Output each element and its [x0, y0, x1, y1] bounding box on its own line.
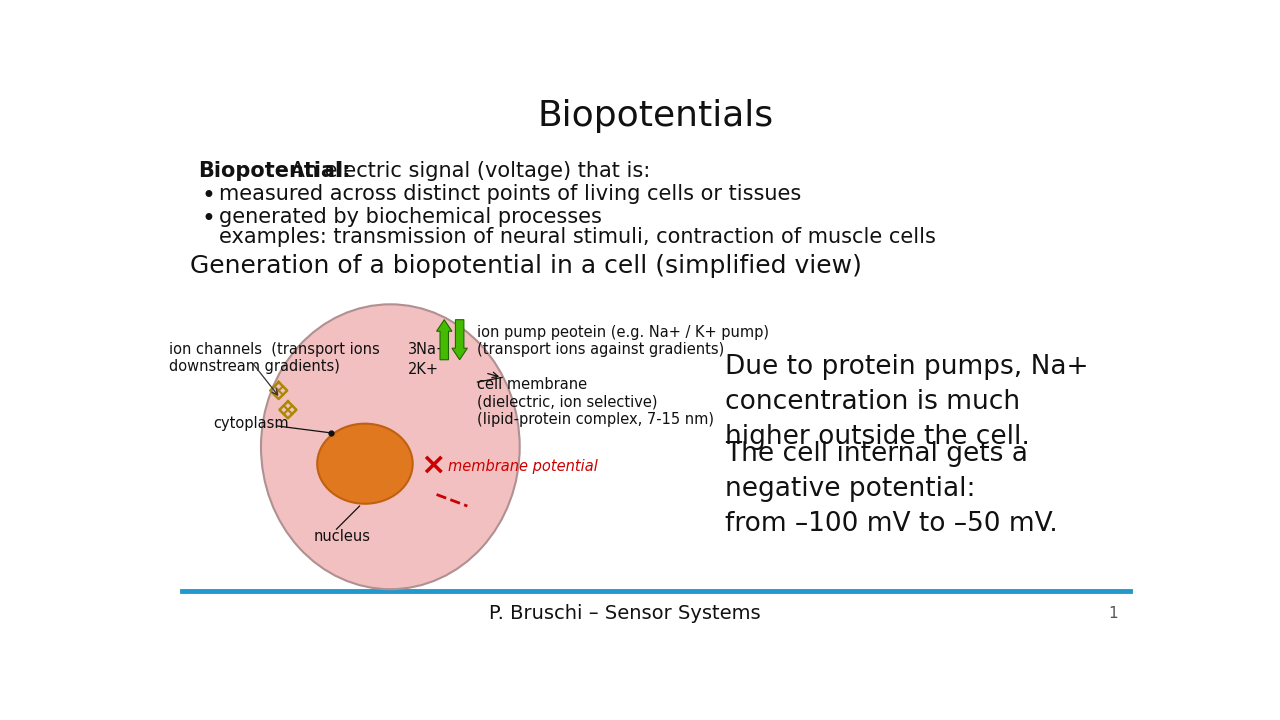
Text: •: • — [202, 207, 215, 231]
Text: 1: 1 — [1108, 606, 1117, 621]
Text: Due to protein pumps, Na+
concentration is much
higher outside the cell.: Due to protein pumps, Na+ concentration … — [726, 354, 1089, 450]
Text: nucleus: nucleus — [314, 529, 370, 544]
Ellipse shape — [261, 305, 520, 589]
Text: examples: transmission of neural stimuli, contraction of muscle cells: examples: transmission of neural stimuli… — [219, 227, 936, 246]
Text: P. Bruschi – Sensor Systems: P. Bruschi – Sensor Systems — [489, 604, 762, 624]
Text: An electric signal (voltage) that is:: An electric signal (voltage) that is: — [284, 161, 650, 181]
Text: 3Na+: 3Na+ — [408, 342, 449, 357]
Text: The cell internal gets a
negative potential:
from –100 mV to –50 mV.: The cell internal gets a negative potent… — [726, 441, 1059, 536]
Text: ion pump peotein (e.g. Na+ / K+ pump)
(transport ions against gradients): ion pump peotein (e.g. Na+ / K+ pump) (t… — [477, 325, 769, 358]
FancyArrow shape — [436, 320, 452, 360]
Text: ion channels  (transport ions
downstream gradients): ion channels (transport ions downstream … — [169, 342, 380, 374]
Text: Generation of a biopotential in a cell (simplified view): Generation of a biopotential in a cell (… — [191, 254, 861, 278]
Text: cytoplasm: cytoplasm — [214, 416, 289, 431]
Text: measured across distinct points of living cells or tissues: measured across distinct points of livin… — [219, 184, 801, 204]
Text: generated by biochemical processes: generated by biochemical processes — [219, 207, 602, 228]
Ellipse shape — [317, 423, 412, 504]
Text: membrane potential: membrane potential — [448, 459, 598, 474]
Text: Biopotentials: Biopotentials — [538, 99, 774, 132]
Text: 2K+: 2K+ — [408, 362, 439, 377]
Text: Biopotential:: Biopotential: — [198, 161, 351, 181]
Text: cell membrane
(dielectric, ion selective)
(lipid-protein complex, 7-15 nm): cell membrane (dielectric, ion selective… — [477, 377, 714, 427]
Text: •: • — [202, 184, 215, 208]
Text: ×: × — [420, 451, 445, 480]
FancyArrow shape — [452, 320, 467, 360]
